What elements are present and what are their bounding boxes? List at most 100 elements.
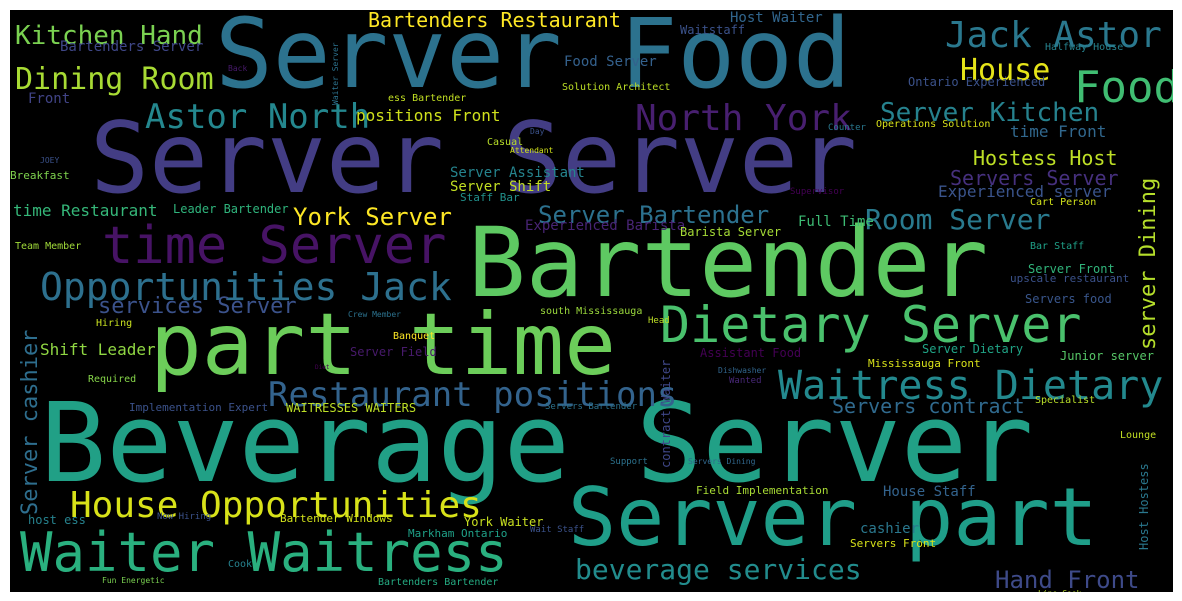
word: Hiring (96, 318, 133, 329)
word: Food Server (564, 54, 657, 70)
word: Markham Ontario (408, 527, 508, 540)
word: Food (1074, 62, 1173, 113)
word: Front (28, 91, 71, 107)
word: Wait Staff (530, 525, 585, 535)
word: contract Waiter (659, 359, 673, 468)
word: time Restaurant (13, 201, 158, 220)
word: Servers contract (832, 394, 1025, 418)
word: Casual (487, 137, 524, 148)
word: North York (635, 98, 852, 139)
word: Required (88, 374, 137, 385)
word-cloud: Beverage Server Server Server Bartender … (10, 10, 1173, 592)
word: south Mississauga (540, 306, 643, 317)
word: Junior server (1060, 349, 1154, 363)
word: part time (150, 295, 616, 395)
word: Cart Person (1030, 197, 1097, 208)
word: Shift Leader (40, 340, 156, 359)
word: Server Assistant (450, 165, 585, 181)
word: Waitress Dietary (778, 363, 1164, 409)
word: cashier (860, 521, 920, 537)
word: Waiter Server (331, 42, 340, 105)
word: upscale restaurant (1010, 272, 1130, 285)
word: Server Kitchen (880, 98, 1100, 128)
word: Experienced Barista (525, 218, 686, 234)
word: host ess (28, 513, 86, 527)
word: Server cashier (18, 329, 43, 515)
word: Waiter Waitress (20, 521, 508, 584)
word: Specialist (1035, 395, 1096, 406)
word: Diet (315, 364, 330, 371)
word: Server Food (215, 10, 851, 110)
word: Server Field (350, 345, 437, 359)
word: Team Member (15, 241, 82, 252)
word: Mississauga Front (868, 357, 981, 370)
word: Back (228, 64, 248, 73)
word: Beverage Server (40, 379, 1034, 507)
word: time Front (1010, 122, 1107, 141)
word: Now Hiring (157, 512, 212, 522)
word: Jack Astor (945, 15, 1162, 56)
word: WAITRESSES WAITERS (286, 401, 417, 415)
word: Server Bartender (538, 201, 770, 229)
word: Fun Energetic (102, 576, 165, 585)
word: Field Implementation (696, 484, 829, 497)
word: Bartenders Server (60, 39, 204, 55)
word: Servers Bartender (545, 402, 638, 412)
word: Solution Architect (562, 82, 671, 93)
word: Head (648, 316, 670, 326)
word: Server Front (1028, 262, 1115, 276)
word: Hand Front (995, 566, 1140, 592)
word: Bar Staff (1030, 241, 1085, 252)
word: Bartenders Bartender (378, 577, 499, 588)
word: Counter (828, 123, 866, 133)
word: Banquet (393, 331, 436, 342)
word: time Server (102, 216, 447, 276)
word: services Server (98, 294, 297, 319)
word: Ontario Experienced (908, 75, 1046, 89)
word: York Waiter (464, 515, 544, 529)
word: Server Server (90, 102, 858, 216)
word: Dining Room (15, 62, 214, 97)
word: Barista Server (680, 225, 782, 239)
word: House Staff (883, 484, 976, 500)
word: beverage services (575, 553, 862, 586)
word: Dietary Server (660, 296, 1082, 354)
word: Dishwasher (718, 366, 767, 375)
word: Staff Bar (460, 191, 520, 204)
word: Server Dietary (922, 342, 1024, 356)
word: Host Hostess (1137, 463, 1151, 550)
word: Servers Server (950, 166, 1119, 190)
word: Servers Front (850, 537, 937, 550)
word: Bartender (468, 207, 989, 319)
word: ess Bartender (388, 93, 467, 104)
word: positions Front (356, 106, 501, 125)
word: JOEY (40, 156, 60, 165)
word: Full Time (798, 214, 874, 230)
word: Crew Member (348, 310, 401, 319)
word: Assistant Food (700, 346, 802, 360)
word: Bartenders Restaurant (368, 10, 621, 32)
word: Hostess Host (973, 146, 1118, 170)
word: Supervisor (790, 187, 845, 197)
word: server Dining (1136, 177, 1161, 350)
word: Servers Dining (688, 457, 756, 466)
word: Cook (228, 559, 253, 570)
word: Attendant (510, 146, 554, 155)
word: Restaurant positions (268, 375, 678, 415)
word: Leader Bartender (173, 202, 289, 216)
word: York Server (293, 203, 452, 231)
word: Kitchen Hand (15, 21, 203, 51)
word: Servers food (1025, 292, 1112, 306)
word: Bartender Windows (280, 512, 393, 525)
word: Room Server (865, 203, 1051, 236)
word: Operations Solution (876, 119, 991, 130)
word: Implementation Expert (129, 401, 269, 414)
word: House (960, 53, 1051, 88)
word: Wanted (729, 376, 762, 386)
word: Line Cook (1038, 590, 1081, 593)
word: Breakfast (10, 169, 70, 182)
word: Support (610, 457, 648, 467)
word: Server part (568, 471, 1098, 564)
word: Halfway House (1045, 42, 1124, 53)
word: Host Waiter (730, 10, 823, 26)
